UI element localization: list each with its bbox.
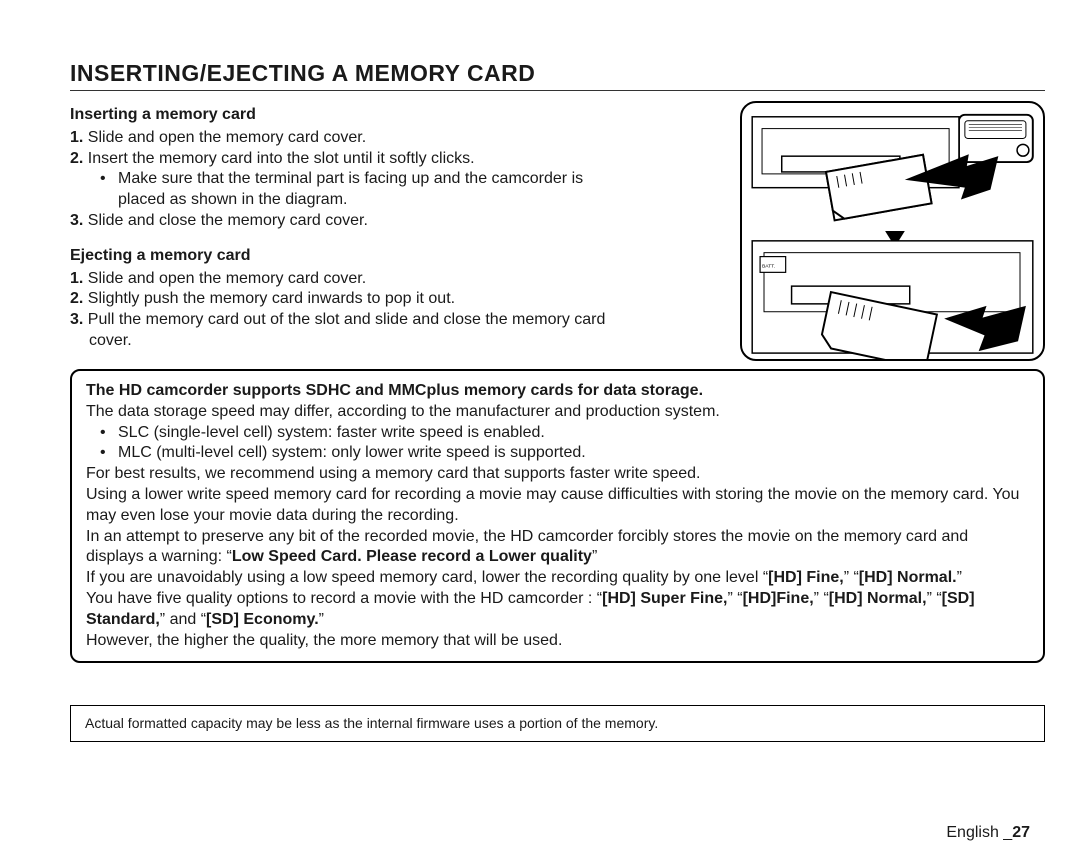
eject-heading: Ejecting a memory card bbox=[70, 246, 720, 267]
instructions-column: Inserting a memory card 1. Slide and ope… bbox=[70, 101, 720, 361]
q-hd-super: [HD] Super Fine, bbox=[602, 590, 727, 607]
info-line: For best results, we recommend using a m… bbox=[86, 464, 1029, 485]
manual-page: INSERTING/EJECTING A MEMORY CARD Inserti… bbox=[0, 0, 1080, 866]
page-title: INSERTING/EJECTING A MEMORY CARD bbox=[70, 60, 1045, 87]
eject-step-2: 2. Slightly push the memory card inwards… bbox=[70, 289, 720, 310]
info-bullet-slc: SLC (single-level cell) system: faster w… bbox=[86, 423, 1029, 444]
info-box: The HD camcorder supports SDHC and MMCpl… bbox=[70, 369, 1045, 663]
info-line: The data storage speed may differ, accor… bbox=[86, 402, 1029, 423]
insert-step-1: 1. Slide and open the memory card cover. bbox=[70, 128, 720, 149]
step-text: Slide and close the memory card cover. bbox=[88, 212, 368, 229]
q-hd-fine2: [HD]Fine, bbox=[743, 590, 814, 607]
step-text: Slightly push the memory card inwards to… bbox=[88, 290, 455, 307]
text: You have five quality options to record … bbox=[86, 590, 602, 607]
insert-note-line1: Make sure that the terminal part is faci… bbox=[70, 169, 720, 190]
title-block: INSERTING/EJECTING A MEMORY CARD bbox=[70, 60, 1045, 91]
insert-step-3: 3. Slide and close the memory card cover… bbox=[70, 211, 720, 232]
info-line: Using a lower write speed memory card fo… bbox=[86, 485, 1029, 527]
insert-step-2: 2. Insert the memory card into the slot … bbox=[70, 149, 720, 170]
memory-card-diagram: BATT. bbox=[740, 101, 1045, 361]
step-text: Pull the memory card out of the slot and… bbox=[88, 311, 606, 328]
info-line: However, the higher the quality, the mor… bbox=[86, 631, 1029, 652]
warning-bold: Low Speed Card. Please record a Lower qu… bbox=[232, 548, 592, 565]
eject-step-3: 3. Pull the memory card out of the slot … bbox=[70, 310, 720, 331]
info-warning-line: In an attempt to preserve any bit of the… bbox=[86, 527, 1029, 569]
footer-lang: English _ bbox=[946, 824, 1012, 841]
eject-step-1: 1. Slide and open the memory card cover. bbox=[70, 269, 720, 290]
page-footer: English _27 bbox=[946, 824, 1030, 842]
info-bullet-mlc: MLC (multi-level cell) system: only lowe… bbox=[86, 443, 1029, 464]
step-text: Insert the memory card into the slot unt… bbox=[88, 150, 475, 167]
q-sd-eco: [SD] Economy. bbox=[206, 611, 319, 628]
insert-note-line2: placed as shown in the diagram. bbox=[70, 190, 720, 211]
insert-heading: Inserting a memory card bbox=[70, 105, 720, 126]
close-quote: ” bbox=[319, 611, 324, 628]
step-text: Slide and open the memory card cover. bbox=[88, 270, 366, 287]
info-quality-options: You have five quality options to record … bbox=[86, 589, 1029, 631]
page-number: 27 bbox=[1012, 824, 1030, 841]
content-row: Inserting a memory card 1. Slide and ope… bbox=[70, 101, 1045, 361]
svg-text:BATT.: BATT. bbox=[762, 263, 775, 269]
note-text: Actual formatted capacity may be less as… bbox=[85, 715, 658, 731]
close-quote: ” bbox=[957, 569, 962, 586]
step-text: Slide and open the memory card cover. bbox=[88, 129, 366, 146]
text: If you are unavoidably using a low speed… bbox=[86, 569, 768, 586]
q-hd-fine: [HD] Fine, bbox=[768, 569, 844, 586]
text: ” bbox=[592, 548, 597, 565]
q-hd-normal: [HD] Normal. bbox=[859, 569, 957, 586]
and-text: ” and “ bbox=[160, 611, 206, 628]
note-box: Actual formatted capacity may be less as… bbox=[70, 705, 1045, 741]
eject-step-3-cont: cover. bbox=[70, 331, 720, 352]
q-hd-normal2: [HD] Normal, bbox=[829, 590, 927, 607]
info-title: The HD camcorder supports SDHC and MMCpl… bbox=[86, 381, 1029, 402]
info-quality-lower: If you are unavoidably using a low speed… bbox=[86, 568, 1029, 589]
